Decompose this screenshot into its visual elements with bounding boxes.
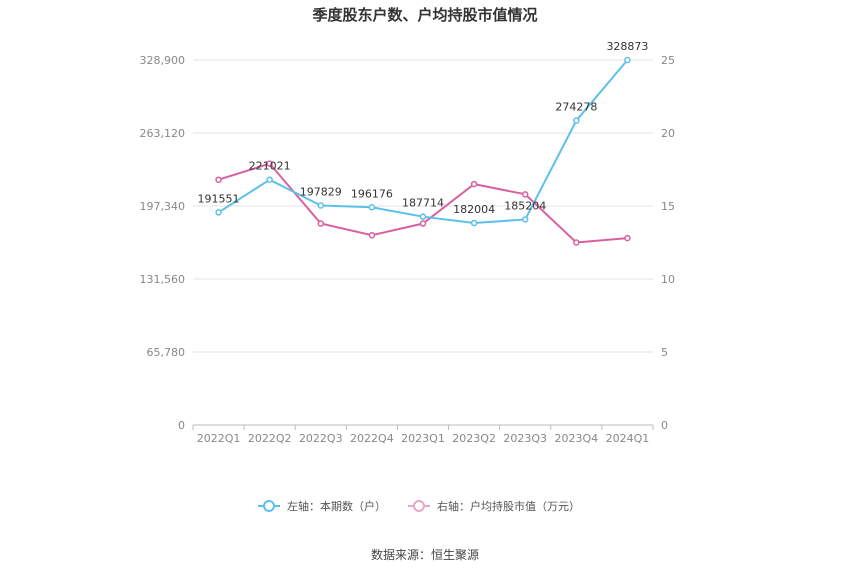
source-note: 数据来源：恒生聚源 [371, 547, 479, 562]
data-point-left[interactable] [521, 216, 529, 223]
x-tick-label: 2022Q1 [197, 432, 241, 445]
data-point-right[interactable] [470, 180, 478, 188]
left-tick-label: 263,120 [140, 127, 186, 140]
series-left [215, 56, 631, 227]
data-point-left[interactable] [317, 202, 325, 209]
data-point-left[interactable] [419, 213, 427, 220]
x-tick-label: 2023Q1 [401, 432, 445, 445]
grid-lines [193, 59, 653, 426]
left-tick-label: 131,560 [140, 273, 186, 286]
data-point-left[interactable] [368, 204, 376, 211]
data-point-right[interactable] [368, 231, 376, 239]
left-axis-ticks: 0 65,780 131,560 197,340 263,120 328,900 [140, 54, 186, 432]
x-tick-label: 2022Q4 [350, 432, 394, 445]
series-right [215, 160, 631, 246]
right-tick-label: 0 [661, 419, 668, 432]
data-point-right[interactable] [419, 220, 427, 227]
x-tick-label: 2022Q3 [299, 432, 343, 445]
right-tick-label: 25 [661, 54, 675, 67]
legend[interactable]: 左轴：本期数（户） 右轴：户均持股市值（万元） [258, 499, 580, 513]
data-label: 197829 [300, 185, 342, 198]
data-label: 274278 [555, 101, 597, 114]
x-axis-ticks: 2022Q1 2022Q2 2022Q3 2022Q4 2023Q1 2023Q2 2023… [192, 425, 654, 445]
left-tick-label: 65,780 [147, 346, 186, 359]
right-tick-label: 20 [661, 127, 675, 140]
data-point-right[interactable] [317, 220, 325, 227]
left-tick-label: 0 [178, 419, 185, 432]
legend-item-left-series[interactable]: 左轴：本期数（户） [258, 499, 386, 513]
data-label: 196176 [351, 187, 393, 200]
data-point-left[interactable] [573, 117, 580, 124]
data-label: 187714 [402, 197, 444, 210]
left-tick-label: 197,340 [140, 200, 186, 213]
data-point-left[interactable] [624, 56, 631, 64]
legend-label-right: 右轴：户均持股市值（万元） [437, 499, 580, 513]
right-tick-label: 15 [661, 200, 675, 213]
data-point-right[interactable] [521, 191, 529, 198]
legend-label-left: 左轴：本期数（户） [287, 499, 386, 513]
series-group: 191551 221021 197829 196176 187714 182004 1852… [198, 40, 648, 246]
x-tick-label: 2023Q2 [452, 432, 496, 445]
right-tick-label: 10 [661, 273, 675, 286]
chart-title: 季度股东户数、户均持股市值情况 [312, 6, 537, 24]
legend-marker-left-icon [263, 500, 275, 512]
data-point-right[interactable] [573, 239, 580, 246]
data-point-right[interactable] [624, 234, 631, 242]
data-point-left[interactable] [266, 176, 273, 183]
data-point-right[interactable] [266, 160, 273, 167]
right-axis-ticks: 0 5 10 15 20 25 [661, 54, 675, 432]
legend-marker-right-icon [413, 500, 425, 512]
x-tick-label: 2023Q3 [503, 432, 547, 445]
data-label: 191551 [198, 192, 240, 205]
x-tick-label: 2022Q2 [248, 432, 292, 445]
data-point-right[interactable] [215, 176, 222, 183]
data-label: 185204 [504, 199, 546, 212]
right-tick-label: 5 [661, 346, 668, 359]
data-label: 221021 [249, 160, 291, 173]
x-tick-label: 2024Q1 [606, 432, 650, 445]
data-point-left[interactable] [470, 219, 478, 227]
x-tick-label: 2023Q4 [555, 432, 599, 445]
left-tick-label: 328,900 [140, 54, 186, 67]
data-label: 182004 [453, 203, 495, 216]
legend-item-right-series[interactable]: 右轴：户均持股市值（万元） [408, 499, 580, 513]
data-point-left[interactable] [215, 209, 222, 216]
data-label: 328873 [606, 40, 648, 53]
